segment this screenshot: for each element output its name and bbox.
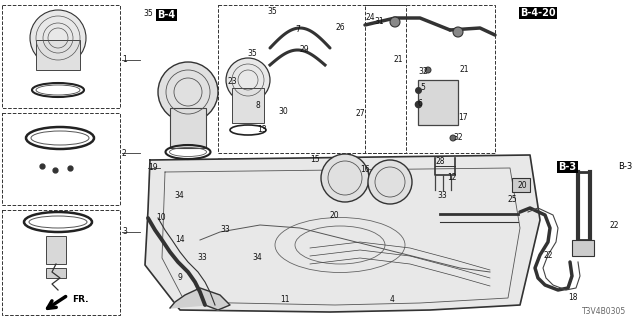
Text: B-4: B-4 <box>157 10 175 20</box>
Text: 16: 16 <box>360 165 370 174</box>
Circle shape <box>450 135 456 141</box>
Circle shape <box>158 62 218 122</box>
Circle shape <box>321 154 369 202</box>
Text: 21: 21 <box>459 66 468 75</box>
Text: 32: 32 <box>418 68 428 76</box>
Text: 26: 26 <box>336 23 346 33</box>
Text: B-4-20: B-4-20 <box>520 8 556 18</box>
Circle shape <box>425 67 431 73</box>
Text: 20: 20 <box>518 180 527 189</box>
Polygon shape <box>170 288 230 310</box>
Text: 8: 8 <box>256 101 260 110</box>
Text: 32: 32 <box>453 133 463 142</box>
Text: FR.: FR. <box>72 295 88 305</box>
Text: 1: 1 <box>122 55 127 65</box>
Text: 17: 17 <box>458 114 468 123</box>
Text: 24: 24 <box>366 13 376 22</box>
Text: 11: 11 <box>280 295 289 305</box>
Circle shape <box>30 10 86 66</box>
Text: B-3: B-3 <box>618 162 632 171</box>
Bar <box>395 158 525 283</box>
Bar <box>2 210 120 315</box>
Text: 14: 14 <box>175 236 184 244</box>
Text: 5: 5 <box>420 84 425 92</box>
Text: 33: 33 <box>220 226 230 235</box>
Bar <box>2 113 120 205</box>
FancyBboxPatch shape <box>46 236 66 264</box>
Polygon shape <box>145 155 540 312</box>
Text: 34: 34 <box>174 191 184 201</box>
Text: 12: 12 <box>447 173 456 182</box>
Text: 2: 2 <box>122 148 127 157</box>
Text: 28: 28 <box>436 157 445 166</box>
Text: 30: 30 <box>278 108 288 116</box>
Circle shape <box>390 17 400 27</box>
Text: 3: 3 <box>122 228 127 236</box>
Circle shape <box>226 58 270 102</box>
Text: 34: 34 <box>252 253 262 262</box>
Text: 6: 6 <box>418 99 423 108</box>
Text: T3V4B0305: T3V4B0305 <box>582 308 627 316</box>
Text: 20: 20 <box>330 212 340 220</box>
FancyBboxPatch shape <box>572 240 594 256</box>
Text: 19: 19 <box>148 164 157 172</box>
Text: 13: 13 <box>257 125 267 134</box>
Text: 22: 22 <box>610 220 620 229</box>
FancyBboxPatch shape <box>36 40 80 70</box>
Text: 35: 35 <box>267 7 276 17</box>
FancyBboxPatch shape <box>512 178 530 192</box>
Text: 18: 18 <box>568 293 577 302</box>
Text: 33: 33 <box>437 191 447 201</box>
Text: 10: 10 <box>156 213 166 222</box>
FancyBboxPatch shape <box>418 80 458 125</box>
Text: 29: 29 <box>299 45 308 54</box>
FancyBboxPatch shape <box>46 268 66 278</box>
FancyBboxPatch shape <box>232 88 264 123</box>
Bar <box>218 158 411 283</box>
Text: 31: 31 <box>374 18 383 27</box>
Text: 7: 7 <box>295 26 300 35</box>
Bar <box>365 5 495 153</box>
Text: 22: 22 <box>543 251 552 260</box>
Text: B-3: B-3 <box>558 162 576 172</box>
Circle shape <box>368 160 412 204</box>
Bar <box>2 5 120 108</box>
Text: 23: 23 <box>227 77 237 86</box>
Bar <box>218 5 406 153</box>
Text: 9: 9 <box>178 274 183 283</box>
Text: 25: 25 <box>508 196 518 204</box>
Text: 33: 33 <box>197 253 207 262</box>
Text: 35: 35 <box>143 10 153 19</box>
Text: 21: 21 <box>393 55 403 65</box>
FancyBboxPatch shape <box>170 108 206 148</box>
Text: 15: 15 <box>310 156 319 164</box>
Circle shape <box>453 27 463 37</box>
Text: 27: 27 <box>355 109 365 118</box>
Text: 35: 35 <box>247 50 257 59</box>
Text: 4: 4 <box>390 295 395 305</box>
